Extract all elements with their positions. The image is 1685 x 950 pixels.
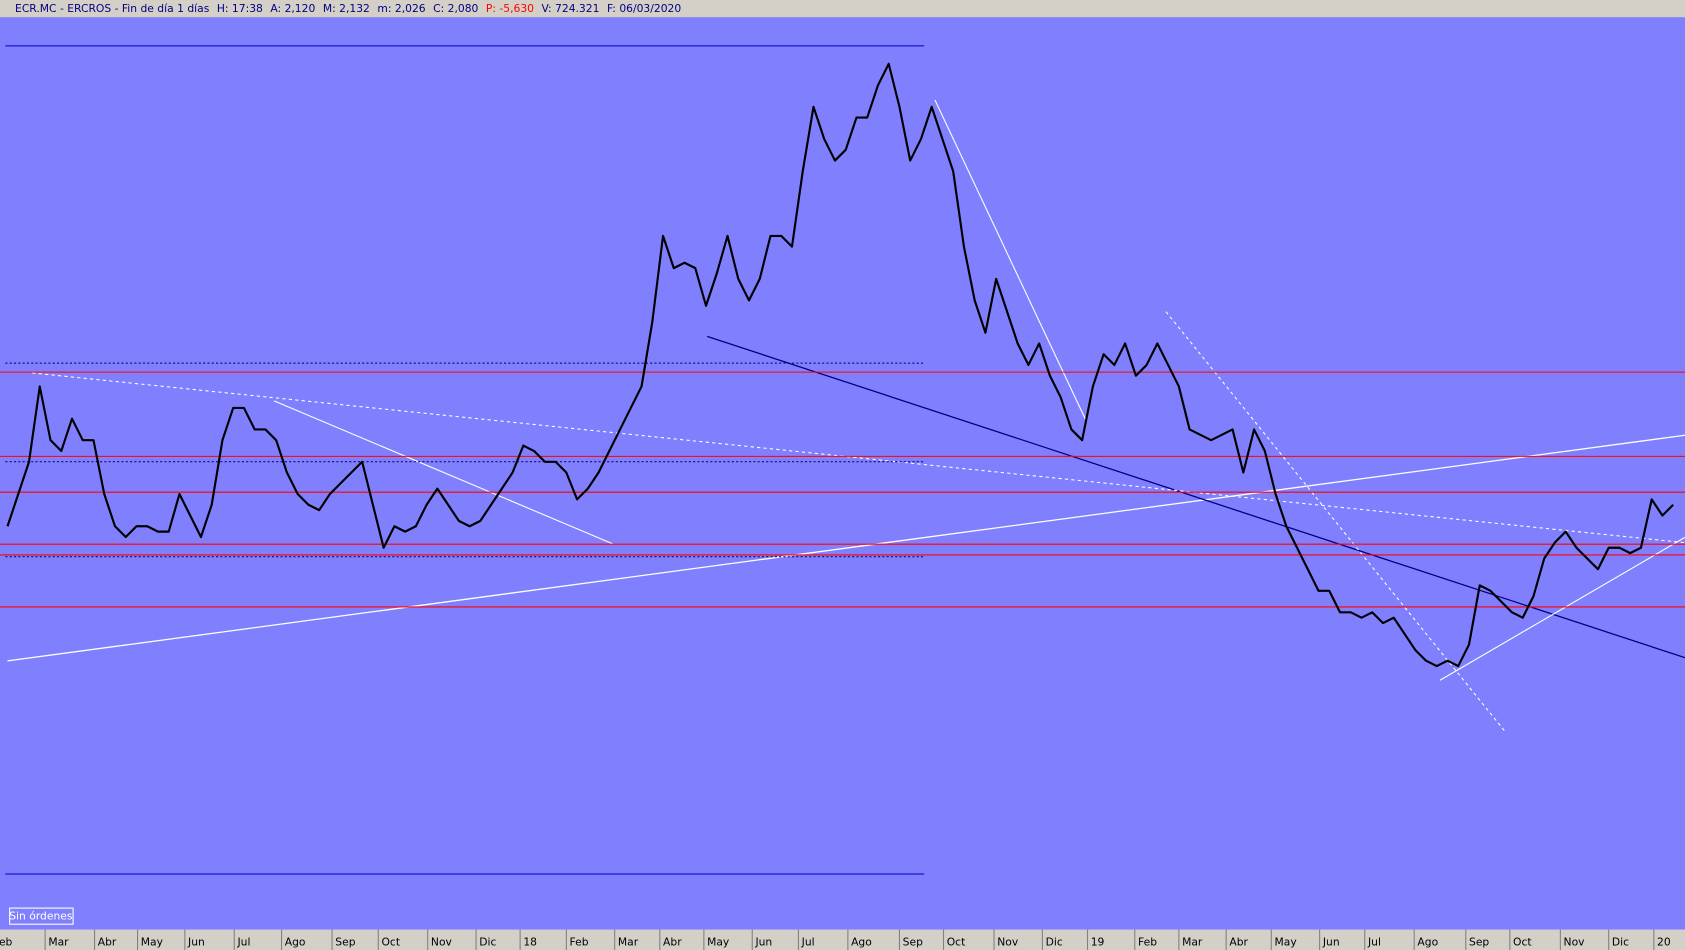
x-tick-label: Jul xyxy=(1367,935,1381,948)
trendline xyxy=(706,335,1685,659)
trendline xyxy=(1439,536,1685,681)
x-tick-label: Jul xyxy=(236,935,250,948)
x-tick-label: May xyxy=(141,935,164,948)
x-tick-label: 18 xyxy=(523,935,537,948)
x-axis-band xyxy=(0,929,1685,950)
x-tick-label: Dic xyxy=(1046,935,1063,948)
x-tick-label: Feb xyxy=(1138,935,1157,948)
x-tick-label: Mar xyxy=(48,935,69,948)
header-item: m: 2,026 xyxy=(377,2,425,15)
x-tick-label: May xyxy=(707,935,730,948)
x-tick-label: Nov xyxy=(431,935,453,948)
x-tick-label: 20 xyxy=(1657,935,1671,948)
x-tick-label: Sep xyxy=(1469,935,1489,948)
x-tick-label: Mar xyxy=(618,935,639,948)
header-item: C: 2,080 xyxy=(433,2,478,15)
x-tick-label: Dic xyxy=(1612,935,1629,948)
orders-button[interactable] xyxy=(9,907,74,925)
x-tick-label: Nov xyxy=(1564,935,1586,948)
header-item: P: -5,630 xyxy=(486,2,534,15)
x-tick-label: Oct xyxy=(947,935,966,948)
x-tick-label: Feb xyxy=(570,935,589,948)
x-tick-label: May xyxy=(1274,935,1297,948)
header-item: M: 2,132 xyxy=(323,2,370,15)
x-tick-label: Jun xyxy=(187,935,205,948)
x-tick-label: Abr xyxy=(98,935,117,948)
orders-button-label[interactable]: Sin órdenes xyxy=(9,910,73,923)
x-tick-label: Jun xyxy=(1322,935,1340,948)
header-item: H: 17:38 xyxy=(217,2,263,15)
x-tick-label: eb xyxy=(0,935,13,948)
x-tick-label: Ago xyxy=(851,935,872,948)
trendline xyxy=(273,400,613,545)
x-tick-label: Abr xyxy=(663,935,682,948)
header-item: F: 06/03/2020 xyxy=(607,2,681,15)
header-bar xyxy=(0,0,1685,18)
x-tick-label: Sep xyxy=(903,935,923,948)
header: ECR.MC - ERCROS - Fin de día 1 días H: 17… xyxy=(15,2,681,15)
x-tick-label: Ago xyxy=(285,935,306,948)
x-tick-label: Jul xyxy=(801,935,815,948)
x-tick-label: Ago xyxy=(1417,935,1438,948)
trendline xyxy=(934,99,1086,420)
x-tick-label: Abr xyxy=(1229,935,1248,948)
trendline xyxy=(7,434,1685,662)
price-line xyxy=(6,62,1674,668)
x-tick-label: Oct xyxy=(381,935,400,948)
x-tick-label: Jun xyxy=(754,935,772,948)
header-item: ECR.MC - ERCROS - Fin de día 1 días xyxy=(15,2,210,15)
header-item: A: 2,120 xyxy=(270,2,315,15)
x-tick-label: Dic xyxy=(479,935,496,948)
x-tick-label: Sep xyxy=(335,935,355,948)
x-tick-label: 19 xyxy=(1091,935,1105,948)
x-tick-label: Oct xyxy=(1513,935,1532,948)
header-item: V: 724.321 xyxy=(542,2,600,15)
x-tick-label: Nov xyxy=(997,935,1019,948)
x-tick-label: Mar xyxy=(1182,935,1203,948)
